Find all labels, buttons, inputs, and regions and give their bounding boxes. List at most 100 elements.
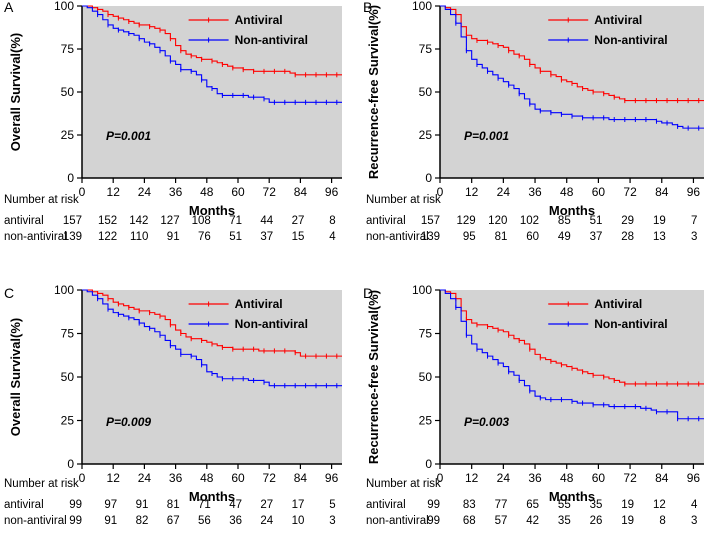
risk-count: 55 [558,499,571,511]
risk-count: 56 [198,515,211,527]
x-tick-label: 12 [465,185,479,199]
risk-count: 157 [63,215,82,227]
risk-count: 91 [136,499,149,511]
x-tick-label: 36 [169,185,183,199]
risk-row-label: non-antiviral [4,231,67,243]
x-tick-label: 96 [687,185,701,199]
y-tick-label: 100 [412,283,432,297]
y-tick-label: 75 [419,327,433,341]
risk-count: 27 [292,215,305,227]
panel-c: C 0 25 50 75 100 0 12 24 36 48 60 72 84 96 Months Overal… [4,283,342,527]
y-tick-label: 25 [419,414,433,428]
x-tick-label: 72 [263,471,277,485]
y-tick-label: 100 [54,283,74,297]
risk-count: 81 [167,499,180,511]
panel-b: B 0 25 50 75 100 0 12 24 36 48 60 72 84 96 Months Recurr… [363,0,704,243]
x-tick-label: 84 [294,185,308,199]
legend-label-antiviral: Antiviral [594,297,642,311]
risk-count: 26 [590,515,603,527]
risk-count: 3 [691,231,697,243]
risk-count: 60 [526,231,539,243]
panel-label: A [4,0,14,15]
risk-row-label: non-antiviral [366,231,429,243]
risk-count: 19 [653,215,666,227]
p-value: P=0.003 [464,415,509,429]
risk-count: 10 [292,515,305,527]
y-tick-label: 25 [419,128,433,142]
risk-count: 110 [130,231,148,243]
y-tick-label: 75 [61,42,75,56]
risk-count: 83 [463,499,476,511]
legend-label-antiviral: Antiviral [235,13,283,27]
risk-count: 108 [192,215,211,227]
risk-count: 127 [160,215,179,227]
x-tick-label: 96 [325,185,339,199]
risk-count: 27 [260,499,273,511]
risk-count: 95 [463,231,476,243]
x-tick-label: 24 [138,185,152,199]
x-tick-label: 60 [592,471,606,485]
risk-count: 99 [69,499,82,511]
x-axis-title: Months [549,489,595,504]
risk-table-heading: Number at risk [366,478,441,490]
risk-count: 35 [558,515,571,527]
risk-count: 152 [98,215,117,227]
risk-count: 51 [590,215,603,227]
risk-count: 49 [558,231,571,243]
y-tick-label: 50 [61,85,75,99]
risk-count: 99 [427,499,440,511]
risk-count: 13 [653,231,666,243]
risk-count: 139 [421,231,440,243]
plot-background [82,290,342,464]
risk-count: 67 [167,515,180,527]
legend-label-non-antiviral: Non-antiviral [235,317,308,331]
x-axis-title: Months [549,203,595,218]
y-tick-label: 50 [419,370,433,384]
x-tick-label: 12 [107,185,121,199]
x-tick-label: 84 [655,471,669,485]
x-tick-label: 0 [79,185,86,199]
x-tick-label: 96 [325,471,339,485]
risk-count: 7 [691,215,697,227]
risk-count: 120 [488,215,507,227]
risk-count: 57 [495,515,508,527]
risk-count: 4 [329,231,336,243]
panel-label: B [363,0,372,15]
x-tick-label: 72 [623,185,637,199]
x-tick-label: 24 [138,471,152,485]
panel-label: D [363,285,373,301]
risk-count: 129 [456,215,475,227]
risk-row-label: antiviral [4,215,44,227]
risk-count: 24 [260,515,273,527]
y-tick-label: 50 [419,85,433,99]
legend-label-non-antiviral: Non-antiviral [235,33,308,47]
x-tick-label: 24 [497,471,511,485]
legend-label-antiviral: Antiviral [235,297,283,311]
risk-count: 8 [329,215,335,227]
x-tick-label: 24 [497,185,511,199]
risk-count: 102 [520,215,539,227]
risk-count: 99 [427,515,440,527]
risk-count: 139 [63,231,82,243]
risk-count: 77 [495,499,508,511]
risk-count: 47 [229,499,242,511]
x-axis-title: Months [189,489,235,504]
risk-count: 82 [136,515,149,527]
legend-label-non-antiviral: Non-antiviral [594,33,667,47]
risk-count: 36 [229,515,242,527]
x-tick-label: 0 [79,471,86,485]
x-tick-label: 84 [655,185,669,199]
y-tick-label: 0 [67,171,74,185]
risk-count: 44 [260,215,273,227]
y-tick-label: 75 [419,42,433,56]
risk-count: 91 [104,515,117,527]
risk-count: 4 [691,499,698,511]
p-value: P=0.001 [106,129,151,143]
risk-count: 85 [558,215,571,227]
risk-count: 65 [526,499,539,511]
risk-count: 17 [292,499,305,511]
x-tick-label: 48 [560,185,574,199]
x-tick-label: 60 [231,471,245,485]
